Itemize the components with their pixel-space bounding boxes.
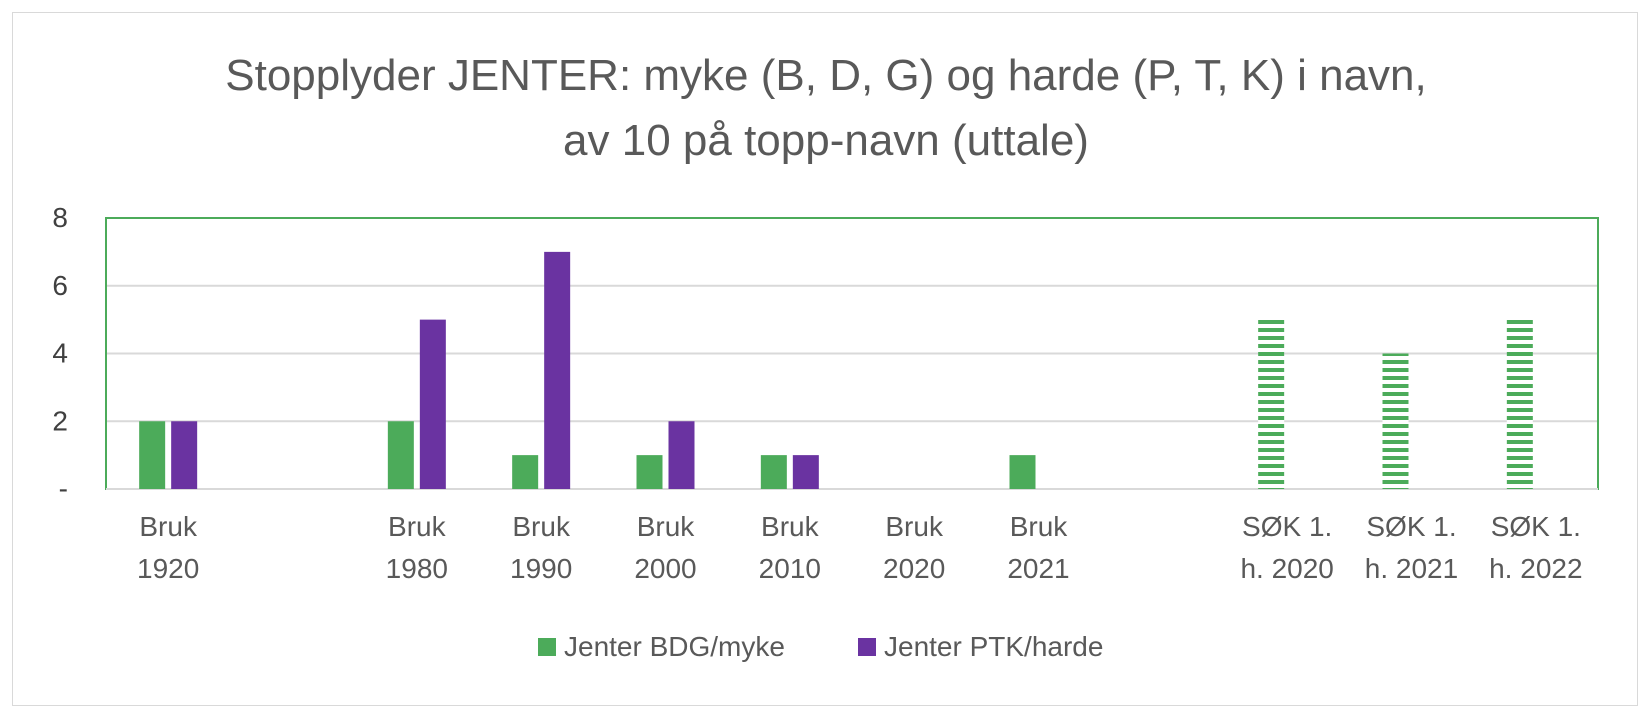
x-tick-label: Bruk: [885, 511, 944, 542]
bar-ptk-harde: [419, 319, 446, 489]
x-tick-label: h. 2021: [1365, 553, 1458, 584]
x-tick-label: h. 2022: [1489, 553, 1582, 584]
x-tick-label: SØK 1.: [1366, 511, 1456, 542]
bar-ptk-harde: [668, 421, 695, 489]
chart-frame: [12, 12, 1638, 706]
x-tick-label: 1980: [386, 553, 448, 584]
bar-ptk-harde: [544, 251, 571, 489]
bar-bdg-myke: [636, 455, 663, 489]
bar-bdg-myke: [512, 455, 539, 489]
bar-ptk-harde: [792, 455, 819, 489]
bar-bdg-myke: [760, 455, 787, 489]
y-tick-label: -: [59, 473, 68, 504]
legend-swatch: [858, 638, 876, 656]
x-tick-label: SØK 1.: [1242, 511, 1332, 542]
y-tick-label: 6: [52, 270, 68, 301]
x-tick-label: 2021: [1007, 553, 1069, 584]
bar-bdg-myke: [1506, 319, 1533, 489]
y-tick-label: 4: [52, 338, 68, 369]
x-axis-labels: Bruk 1920 Bruk 1980 Bruk 1990 Bruk 2000 Bruk 2010…: [137, 511, 1583, 584]
gridlines: [105, 217, 1599, 490]
legend-label: Jenter PTK/harde: [884, 631, 1103, 662]
bar-bdg-myke: [1382, 353, 1409, 489]
bar-bdg-myke: [1258, 319, 1285, 489]
chart-title-line: av 10 på topp-navn (uttale): [563, 116, 1089, 165]
x-tick-label: 2010: [759, 553, 821, 584]
x-tick-label: Bruk: [761, 511, 820, 542]
legend-label: Jenter BDG/myke: [564, 631, 785, 662]
x-tick-label: Bruk: [388, 511, 447, 542]
y-tick-label: 8: [52, 202, 68, 233]
legend-swatch: [538, 638, 556, 656]
bar-bdg-myke: [139, 421, 166, 489]
y-axis-ticks: - 2 4 6 8: [52, 202, 68, 504]
y-tick-label: 2: [52, 405, 68, 436]
x-tick-label: Bruk: [512, 511, 571, 542]
chart-title: Stopplyder JENTER: myke (B, D, G) og har…: [225, 51, 1427, 165]
x-tick-label: h. 2020: [1240, 553, 1333, 584]
bar-ptk-harde: [171, 421, 198, 489]
x-tick-label: Bruk: [637, 511, 696, 542]
bar-bdg-myke: [1009, 455, 1036, 489]
chart-title-line: Stopplyder JENTER: myke (B, D, G) og har…: [225, 51, 1427, 100]
x-tick-label: 2000: [634, 553, 696, 584]
bar-bdg-myke: [387, 421, 414, 489]
x-tick-label: SØK 1.: [1491, 511, 1581, 542]
x-tick-label: Bruk: [139, 511, 198, 542]
x-tick-label: 1990: [510, 553, 572, 584]
legend: Jenter BDG/myke Jenter PTK/harde: [538, 631, 1103, 662]
x-tick-label: Bruk: [1010, 511, 1069, 542]
x-tick-label: 2020: [883, 553, 945, 584]
bars: [139, 251, 1533, 489]
x-tick-label: 1920: [137, 553, 199, 584]
